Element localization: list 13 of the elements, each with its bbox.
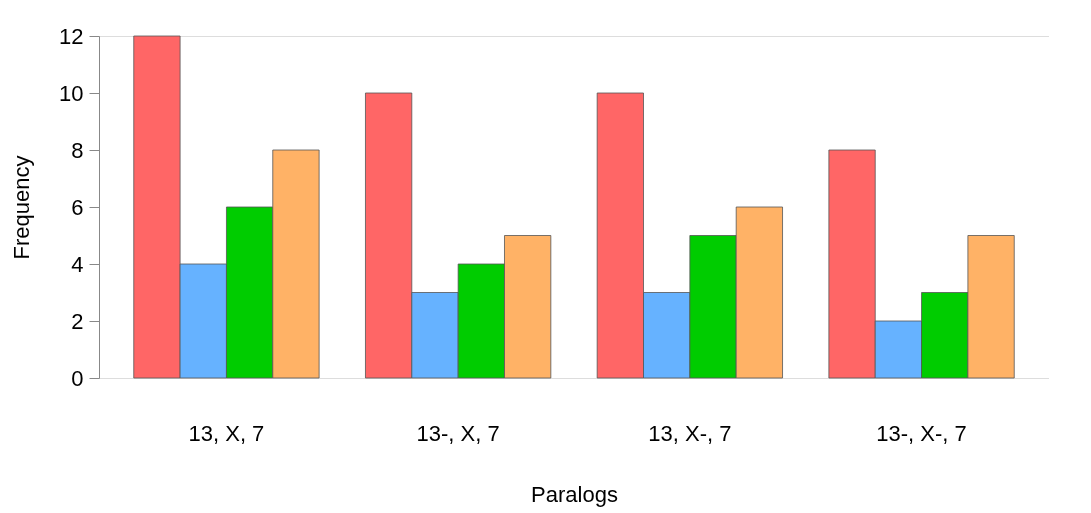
y-tick-label: 8 [71, 137, 84, 163]
y-tick-label: 2 [71, 308, 84, 334]
y-tick-label: 4 [71, 251, 84, 277]
y-axis-title: Frequency [9, 155, 35, 260]
x-tick-label: 13, X-, 7 [648, 420, 732, 446]
x-axis-title: Paralogs [531, 481, 618, 507]
y-tick-label: 0 [71, 365, 84, 391]
y-tick-label: 6 [71, 194, 84, 220]
x-tick-label: 13-, X-, 7 [876, 420, 967, 446]
y-tick-label: 12 [59, 23, 84, 49]
x-tick-label: 13-, X, 7 [416, 420, 500, 446]
x-tick-label: 13, X, 7 [188, 420, 265, 446]
y-tick-label: 10 [59, 80, 84, 106]
